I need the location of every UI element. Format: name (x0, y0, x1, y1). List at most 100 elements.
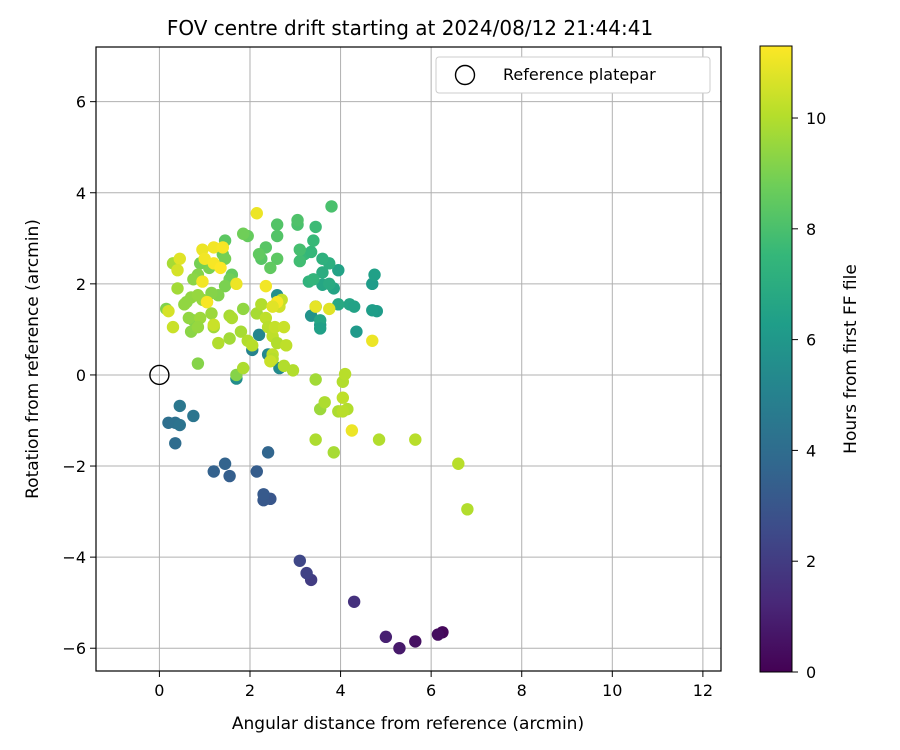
data-point (409, 635, 422, 648)
x-tick-label: 8 (517, 681, 527, 700)
legend-marker (454, 64, 476, 86)
data-point (431, 628, 445, 641)
data-point (173, 252, 186, 265)
data-point (332, 263, 345, 277)
data-point (286, 364, 300, 377)
data-point (350, 325, 363, 338)
data-point (182, 311, 196, 325)
colorbar-frame (759, 45, 793, 673)
data-point (223, 469, 236, 483)
x-tick-label: 4 (335, 681, 345, 700)
plot-area: 0 2 4 6 8 10 12 −6 −4 −2 0 2 4 6 (62, 46, 722, 700)
data-point (173, 399, 186, 413)
data-point (173, 418, 186, 432)
data-point (393, 642, 406, 655)
reference-platepar-marker (149, 364, 170, 386)
data-point (318, 396, 331, 409)
data-point (207, 318, 220, 332)
colorbar: 0 2 4 6 8 10 Hours from first FF file (759, 45, 861, 682)
x-axis-ticks: 0 2 4 6 8 10 12 (154, 671, 713, 700)
data-point (309, 433, 322, 446)
data-point (293, 243, 307, 256)
data-point (270, 252, 284, 265)
data-point (207, 465, 220, 478)
data-point (218, 457, 232, 470)
data-point (218, 279, 232, 293)
colorbar-tick-label: 2 (806, 552, 816, 571)
data-point (366, 304, 379, 317)
data-point (313, 322, 327, 335)
data-point (366, 334, 379, 347)
data-point (236, 361, 250, 375)
data-point (309, 220, 322, 234)
plot-frame (95, 46, 722, 672)
x-tick-label: 12 (693, 681, 713, 700)
data-point (234, 325, 248, 338)
plot-background (96, 47, 721, 671)
data-point (264, 355, 277, 368)
data-point (259, 279, 273, 293)
data-point (223, 332, 236, 345)
data-point (291, 213, 304, 227)
data-point (270, 218, 284, 231)
data-point (309, 300, 322, 313)
legend: Reference platepar (435, 56, 711, 94)
data-point (452, 457, 465, 470)
data-point (261, 446, 275, 459)
data-point (409, 433, 422, 446)
data-point (323, 277, 336, 291)
data-point (325, 200, 338, 213)
data-point (270, 229, 284, 243)
data-points (159, 200, 474, 655)
x-tick-label: 0 (154, 681, 164, 700)
data-point (207, 241, 220, 254)
data-point (166, 320, 180, 334)
legend-label: Reference platepar (503, 65, 656, 84)
data-point (212, 336, 225, 350)
y-axis-label: Rotation from reference (arcmin) (23, 219, 43, 499)
data-point (266, 300, 279, 313)
y-tick-label: −6 (62, 639, 86, 658)
data-point (268, 320, 282, 334)
data-point (293, 554, 307, 567)
data-point (368, 268, 381, 281)
chart-title: FOV centre drift starting at 2024/08/12 … (167, 16, 653, 40)
data-point (461, 503, 474, 516)
colorbar-label: Hours from first FF file (841, 264, 861, 454)
y-tick-label: 6 (76, 93, 86, 112)
data-point (162, 304, 175, 318)
data-point (316, 266, 329, 279)
x-tick-label: 6 (426, 681, 436, 700)
data-point (236, 227, 250, 240)
data-point (252, 248, 266, 261)
data-point (216, 241, 230, 254)
colorbar-tick-label: 6 (806, 331, 816, 350)
data-point (300, 566, 313, 580)
colorbar-tick-label: 0 (806, 663, 816, 682)
data-point (327, 446, 340, 459)
data-point (307, 273, 320, 286)
data-point (277, 320, 291, 334)
data-point (309, 373, 322, 386)
data-point (347, 595, 361, 608)
data-point (205, 307, 218, 320)
data-point (191, 357, 205, 370)
y-axis-ticks: −6 −4 −2 0 2 4 6 (62, 93, 96, 658)
y-tick-label: 0 (76, 366, 86, 385)
legend-box (435, 56, 711, 94)
data-point (191, 320, 205, 334)
data-point (323, 302, 336, 316)
colorbar-gradient (760, 46, 792, 672)
data-point (304, 245, 318, 259)
data-point (214, 261, 227, 275)
data-point (307, 234, 320, 247)
y-tick-label: 4 (76, 184, 86, 203)
data-point (187, 409, 200, 423)
data-point (338, 367, 352, 381)
y-tick-label: −4 (62, 548, 86, 567)
data-point (345, 424, 359, 437)
data-point (293, 254, 307, 268)
data-point (252, 328, 266, 342)
data-point (336, 391, 350, 404)
